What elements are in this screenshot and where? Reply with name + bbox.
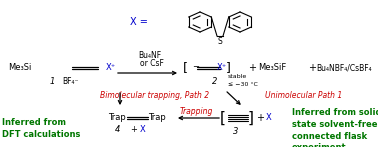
Text: Trap: Trap [148, 113, 166, 122]
Text: X: X [266, 113, 272, 122]
Text: S: S [218, 37, 222, 46]
Text: 1: 1 [50, 77, 55, 86]
Text: ]: ] [226, 61, 231, 75]
Text: +: + [308, 63, 316, 73]
Text: +: + [256, 113, 264, 123]
Text: ]: ] [248, 111, 254, 126]
Text: Bu₄NF: Bu₄NF [138, 51, 161, 60]
Text: ≤ −30 °C: ≤ −30 °C [228, 81, 258, 86]
Text: X: X [140, 126, 146, 135]
Text: Inferred from solid-
state solvent-free
connected flask
experiment: Inferred from solid- state solvent-free … [292, 108, 378, 147]
Text: Inferred from
DFT calculations: Inferred from DFT calculations [2, 118, 81, 139]
Text: +: + [130, 126, 137, 135]
Text: Trap: Trap [108, 113, 126, 122]
Text: or CsF: or CsF [140, 60, 164, 69]
Text: X⁺: X⁺ [106, 64, 116, 72]
Text: X⁺: X⁺ [217, 64, 227, 72]
Text: BF₄⁻: BF₄⁻ [62, 77, 79, 86]
Text: X =: X = [130, 17, 148, 27]
Text: Me₃Si: Me₃Si [8, 64, 31, 72]
Text: 2: 2 [212, 77, 217, 86]
Text: +: + [248, 63, 256, 73]
Text: stable: stable [228, 75, 247, 80]
Text: Bimolecular trapping, Path 2: Bimolecular trapping, Path 2 [100, 91, 209, 101]
Text: −: − [192, 62, 199, 71]
Text: Bu₄NBF₄/CsBF₄: Bu₄NBF₄/CsBF₄ [316, 64, 372, 72]
Text: Unimolecular Path 1: Unimolecular Path 1 [265, 91, 342, 101]
Text: [: [ [183, 61, 188, 75]
Text: Trapping: Trapping [179, 106, 213, 116]
Text: [: [ [220, 111, 226, 126]
Text: Me₃SiF: Me₃SiF [258, 64, 286, 72]
Text: 3: 3 [233, 127, 239, 136]
Text: 4: 4 [115, 126, 120, 135]
